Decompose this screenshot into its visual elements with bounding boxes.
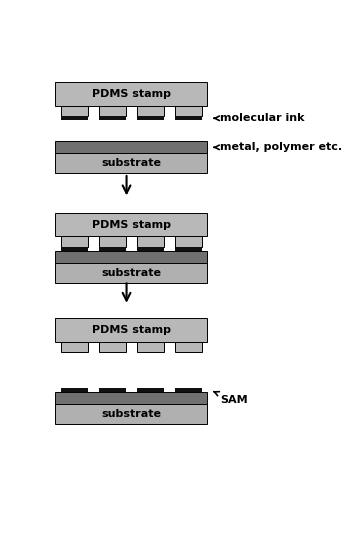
Bar bbox=[55, 153, 207, 173]
Text: PDMS stamp: PDMS stamp bbox=[92, 89, 171, 99]
Bar bbox=[61, 341, 87, 352]
Text: molecular ink: molecular ink bbox=[214, 113, 304, 123]
Bar bbox=[55, 83, 207, 106]
Bar bbox=[55, 142, 207, 153]
Bar bbox=[175, 116, 202, 120]
Bar bbox=[55, 404, 207, 424]
Bar bbox=[55, 213, 207, 236]
Bar bbox=[55, 263, 207, 283]
Text: substrate: substrate bbox=[101, 268, 161, 278]
Bar bbox=[55, 318, 207, 341]
Bar bbox=[55, 251, 207, 263]
Bar bbox=[99, 341, 126, 352]
Bar bbox=[175, 341, 202, 352]
Bar bbox=[175, 106, 202, 116]
Text: PDMS stamp: PDMS stamp bbox=[92, 325, 171, 335]
Text: substrate: substrate bbox=[101, 409, 161, 419]
Bar bbox=[175, 247, 202, 251]
Bar bbox=[175, 236, 202, 247]
Bar bbox=[99, 236, 126, 247]
Bar bbox=[175, 388, 202, 392]
Bar bbox=[99, 388, 126, 392]
Bar bbox=[61, 106, 87, 116]
Bar bbox=[99, 116, 126, 120]
Bar bbox=[55, 392, 207, 404]
Bar bbox=[137, 116, 164, 120]
Bar bbox=[61, 388, 87, 392]
Text: PDMS stamp: PDMS stamp bbox=[92, 220, 171, 230]
Bar bbox=[61, 236, 87, 247]
Bar bbox=[137, 236, 164, 247]
Bar bbox=[137, 247, 164, 251]
Bar bbox=[61, 247, 87, 251]
Bar bbox=[61, 116, 87, 120]
Text: SAM: SAM bbox=[214, 392, 247, 405]
Bar bbox=[99, 106, 126, 116]
Text: metal, polymer etc.: metal, polymer etc. bbox=[214, 142, 342, 153]
Bar bbox=[137, 388, 164, 392]
Bar bbox=[137, 341, 164, 352]
Bar bbox=[137, 106, 164, 116]
Text: substrate: substrate bbox=[101, 158, 161, 168]
Bar bbox=[99, 247, 126, 251]
